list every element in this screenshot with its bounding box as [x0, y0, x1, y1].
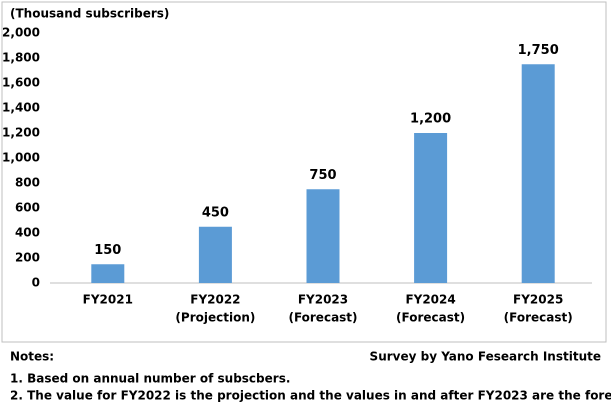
value-label: 450	[202, 205, 229, 220]
bar	[91, 264, 124, 283]
x-tick-label: (Forecast)	[504, 311, 573, 325]
x-tick-label: (Projection)	[175, 311, 255, 325]
bar	[414, 133, 447, 283]
y-tick-label: 1,800	[2, 51, 40, 65]
x-tick-label: FY2022	[190, 293, 240, 307]
value-label: 1,750	[518, 43, 559, 58]
y-tick-label: 600	[15, 201, 40, 215]
y-tick-label: 2,000	[2, 26, 40, 40]
bar	[199, 227, 232, 283]
axis-unit-label: (Thousand subscribers)	[10, 7, 169, 21]
bar	[307, 189, 340, 283]
notes-heading: Notes:	[10, 350, 54, 364]
value-label: 150	[94, 243, 121, 258]
y-tick-label: 400	[15, 226, 40, 240]
x-tick-label: (Forecast)	[396, 311, 465, 325]
y-tick-label: 800	[15, 176, 40, 190]
note: 1. Based on annual number of subscbers.	[10, 372, 290, 386]
x-tick-label: FY2024	[405, 293, 455, 307]
y-tick-label: 1,600	[2, 76, 40, 90]
y-tick-label: 1,400	[2, 101, 40, 115]
chart-border	[2, 2, 606, 342]
y-tick-label: 200	[15, 251, 40, 265]
y-tick-label: 1,200	[2, 126, 40, 140]
x-tick-label: FY2025	[513, 293, 563, 307]
x-tick-label: (Forecast)	[288, 311, 357, 325]
note: 2. The value for FY2022 is the projectio…	[10, 389, 611, 403]
value-label: 750	[309, 168, 336, 183]
y-tick-label: 0	[32, 276, 40, 290]
bar	[522, 64, 555, 283]
source: Survey by Yano Fesearch Institute	[370, 350, 601, 364]
x-tick-label: FY2021	[83, 293, 133, 307]
value-label: 1,200	[410, 112, 451, 127]
y-tick-label: 1,000	[2, 151, 40, 165]
x-tick-label: FY2023	[298, 293, 348, 307]
